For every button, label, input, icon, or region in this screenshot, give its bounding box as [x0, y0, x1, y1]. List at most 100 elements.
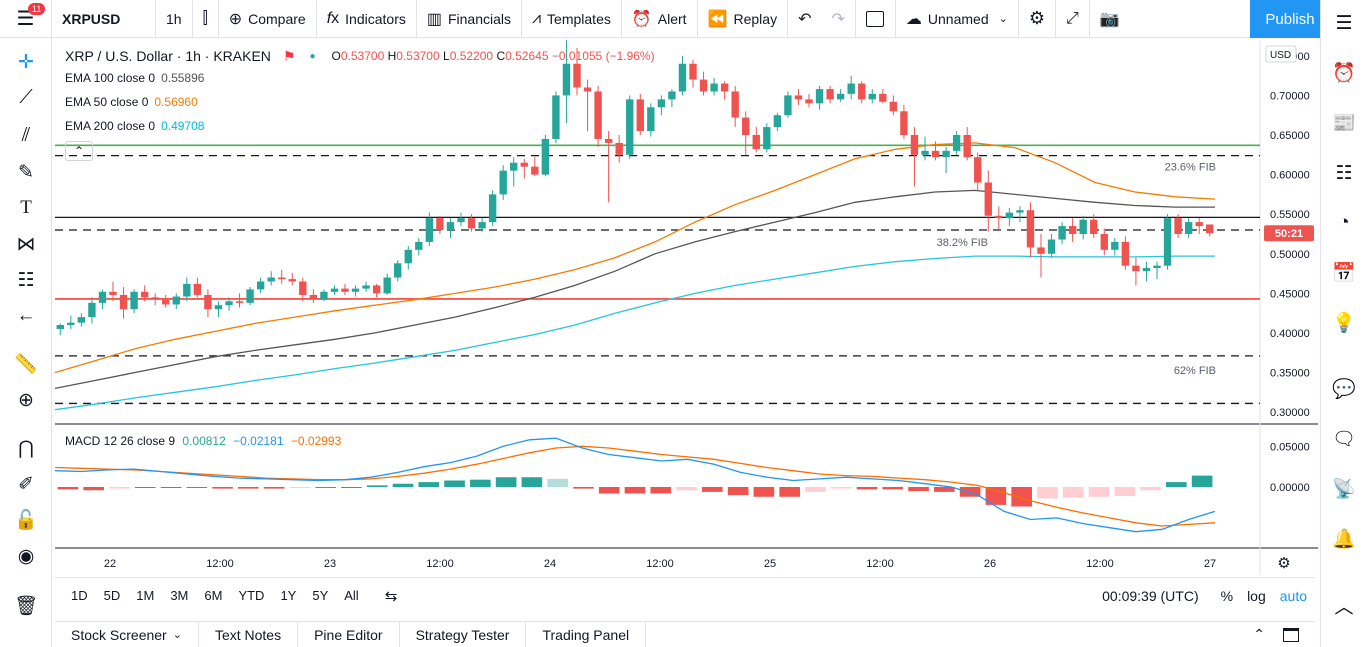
ema50-legend[interactable]: EMA 50 close 0 0.56960 — [65, 95, 198, 109]
notification-badge: 11 — [28, 2, 46, 15]
candle-body — [109, 291, 117, 295]
indicators-button[interactable]: fx Indicators — [317, 0, 417, 38]
macd-hist-bar — [470, 479, 491, 487]
candle-body — [183, 283, 191, 297]
ema200-legend[interactable]: EMA 200 close 0 0.49708 — [65, 119, 205, 133]
macd-hist-bar — [263, 487, 285, 489]
pattern-tool[interactable]: ⋈ — [10, 230, 42, 258]
collapse-panel-button[interactable]: ︿ — [1329, 590, 1359, 620]
interval-button[interactable]: 1h — [156, 0, 193, 38]
y-tick-label: 0.35000 — [1270, 368, 1310, 380]
data-window-button[interactable]: ◔ — [1329, 208, 1359, 238]
fullscreen-toggle[interactable] — [856, 0, 896, 38]
publish-button[interactable]: Publish — [1250, 0, 1330, 38]
streams-button[interactable]: 🗨 — [1329, 424, 1359, 454]
templates-button[interactable]: ⩘ Templates — [522, 0, 622, 38]
candle-body — [446, 222, 455, 231]
candle-body — [562, 63, 571, 96]
zoom-in-icon: ⊕ — [18, 389, 34, 411]
log-toggle[interactable]: log — [1247, 588, 1266, 604]
range-button-1d[interactable]: 1D — [71, 588, 88, 603]
zoom-tool[interactable]: ⊕ — [10, 386, 42, 414]
back-tool[interactable]: ← — [10, 302, 42, 330]
tab-text-notes[interactable]: Text Notes — [199, 621, 299, 647]
utc-clock[interactable]: 00:09:39 (UTC) — [1102, 588, 1199, 604]
candle-body — [309, 294, 318, 300]
auto-toggle[interactable]: auto — [1279, 588, 1307, 604]
macd-legend[interactable]: MACD 12 26 close 9 0.00812 −0.02181 −0.0… — [65, 434, 342, 448]
tab-pine-editor[interactable]: Pine Editor — [298, 621, 400, 647]
range-button-ytd[interactable]: YTD — [238, 588, 265, 603]
x-tick-label: 26 — [984, 558, 996, 570]
range-button-1m[interactable]: 1M — [136, 588, 155, 603]
maximize-panel-icon[interactable] — [1283, 627, 1299, 642]
lock-tool[interactable]: 🔓 — [10, 506, 42, 534]
range-button-1y[interactable]: 1Y — [280, 588, 297, 603]
chart-type-button[interactable]: ⫿ — [193, 0, 219, 38]
tab-trading-panel[interactable]: Trading Panel — [526, 621, 647, 647]
magnet-tool[interactable]: ⋂ — [10, 434, 42, 462]
snapshot-button[interactable]: 📷 — [1090, 0, 1130, 38]
text-tool[interactable]: T — [10, 194, 42, 222]
range-button-5d[interactable]: 5D — [103, 588, 121, 603]
fib-tool[interactable]: ⫽ — [10, 122, 42, 150]
range-button-all[interactable]: All — [344, 588, 359, 603]
candle-body — [699, 79, 708, 92]
stay-drawing-tool[interactable]: ✐ — [10, 470, 42, 498]
visibility-tool[interactable]: ◉ — [10, 542, 42, 570]
range-button-6m[interactable]: 6M — [204, 588, 223, 603]
range-button-3m[interactable]: 3M — [170, 588, 189, 603]
news-button[interactable]: 📰 — [1329, 108, 1359, 138]
candle-body — [668, 91, 676, 100]
notifications-button[interactable]: 🔔 — [1329, 524, 1359, 554]
percent-toggle[interactable]: % — [1220, 588, 1234, 604]
symbol-search[interactable]: XRPUSD — [52, 0, 156, 38]
y-tick-label: 0.45000 — [1270, 288, 1310, 300]
compare-button[interactable]: ⊕ Compare — [219, 0, 317, 38]
replay-button[interactable]: ⏪ Replay — [698, 0, 789, 38]
redo-button[interactable]: ↷ — [822, 0, 856, 38]
eye-icon: ◉ — [17, 545, 35, 567]
ruler-tool[interactable]: 📏 — [10, 350, 42, 378]
timer-icon: ◔ — [1338, 212, 1350, 233]
watchlist-button[interactable]: ☰ — [1329, 8, 1359, 38]
ideas-button[interactable]: 💡 — [1329, 308, 1359, 338]
brush-tool[interactable]: ✎ — [10, 158, 42, 186]
financials-button[interactable]: ▥ Financials — [417, 0, 523, 38]
ema100-legend[interactable]: EMA 100 close 0 0.55896 — [65, 71, 205, 85]
axis-settings-icon[interactable]: ⚙ — [1277, 555, 1290, 572]
price-chart[interactable]: 0.750000.700000.650000.600000.550000.500… — [55, 40, 1318, 575]
collapse-legend-button[interactable]: ⌃ — [65, 141, 93, 161]
delete-tool[interactable]: 🗑 — [10, 592, 42, 620]
settings-button[interactable]: ⚙ — [1019, 0, 1056, 38]
tab-strategy-tester[interactable]: Strategy Tester — [400, 621, 527, 647]
calendar-button[interactable]: 📅 — [1329, 258, 1359, 288]
range-button-5y[interactable]: 5Y — [312, 588, 329, 603]
expand-button[interactable]: ⤢ — [1056, 0, 1090, 38]
x-tick-label: 22 — [104, 558, 116, 570]
tab-stock-screener[interactable]: Stock Screener ⌄ — [55, 621, 199, 647]
chevron-up-icon[interactable]: ⌃ — [1253, 626, 1265, 642]
prediction-tool[interactable]: ☷ — [10, 266, 42, 294]
trendline-tool[interactable]: ⟋ — [10, 84, 42, 112]
candle-body — [952, 135, 961, 151]
macd-hist-bar — [830, 487, 852, 489]
broadcast-button[interactable]: 📡 — [1329, 474, 1359, 504]
layout-name-button[interactable]: ☁ Unnamed ⌄ — [896, 0, 1019, 38]
main-menu-button[interactable]: ☰ 11 — [0, 0, 52, 38]
crosshair-tool[interactable]: ✛ — [10, 48, 42, 76]
undo-button[interactable]: ↶ — [788, 0, 821, 38]
fib-icon: ⫽ — [21, 125, 31, 146]
macd-hist-bar — [495, 477, 517, 487]
alert-button[interactable]: ⏰ Alert — [622, 0, 698, 38]
alerts-button[interactable]: ⏰ — [1329, 58, 1359, 88]
chats-button[interactable]: 💬 — [1329, 374, 1359, 404]
crosshair-icon: ✛ — [18, 51, 34, 73]
candle-body — [1100, 233, 1108, 250]
fib-label-382: 38.2% FIB — [937, 237, 988, 249]
goto-date-icon[interactable]: ⇆ — [384, 587, 398, 605]
hotlist-button[interactable]: ☷ — [1329, 158, 1359, 188]
candle-body — [942, 150, 950, 158]
macd-hist-bar — [650, 487, 672, 494]
candle-body — [56, 325, 64, 329]
